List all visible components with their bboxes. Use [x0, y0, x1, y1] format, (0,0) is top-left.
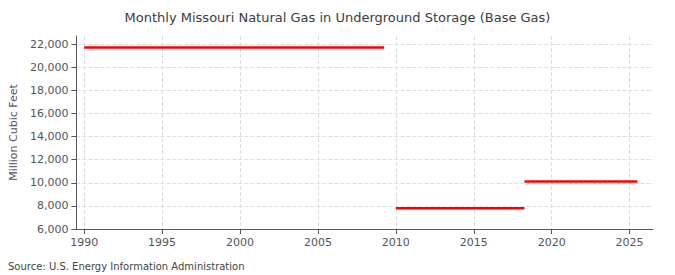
- svg-text:1995: 1995: [148, 236, 176, 249]
- svg-text:Monthly Missouri Natural Gas i: Monthly Missouri Natural Gas in Undergro…: [125, 10, 551, 25]
- svg-text:18,000: 18,000: [30, 84, 69, 97]
- svg-text:8,000: 8,000: [37, 199, 69, 212]
- svg-text:Million Cubic Feet: Million Cubic Feet: [7, 83, 20, 180]
- svg-text:6,000: 6,000: [37, 223, 69, 236]
- svg-text:2025: 2025: [616, 236, 644, 249]
- svg-text:22,000: 22,000: [30, 38, 69, 51]
- svg-text:20,000: 20,000: [30, 61, 69, 74]
- svg-text:12,000: 12,000: [30, 153, 69, 166]
- svg-text:2010: 2010: [382, 236, 410, 249]
- svg-text:Source: U.S. Energy Informatio: Source: U.S. Energy Information Administ…: [8, 261, 245, 272]
- svg-text:2000: 2000: [226, 236, 254, 249]
- svg-text:2020: 2020: [538, 236, 566, 249]
- svg-text:1990: 1990: [70, 236, 98, 249]
- svg-text:2015: 2015: [460, 236, 488, 249]
- svg-text:16,000: 16,000: [30, 107, 69, 120]
- svg-text:10,000: 10,000: [30, 176, 69, 189]
- svg-text:14,000: 14,000: [30, 130, 69, 143]
- svg-text:2005: 2005: [304, 236, 332, 249]
